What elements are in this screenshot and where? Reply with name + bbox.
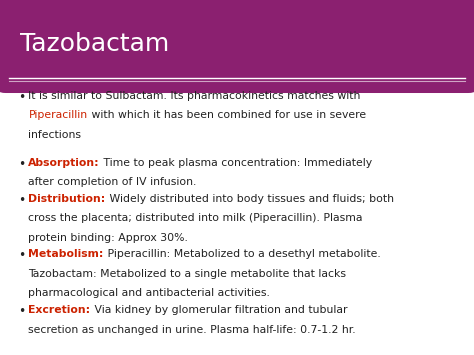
Text: Via kidney by glomerular filtration and tubular: Via kidney by glomerular filtration and … <box>91 305 347 315</box>
Text: •: • <box>18 194 25 207</box>
Text: Tazobactam: Tazobactam <box>20 32 169 56</box>
Text: It is similar to Sulbactam. Its pharmacokinetics matches with: It is similar to Sulbactam. Its pharmaco… <box>28 91 361 100</box>
Text: Piperacillin: Piperacillin <box>28 110 88 120</box>
Text: •: • <box>18 158 25 171</box>
Text: Metabolism:: Metabolism: <box>28 250 104 260</box>
Text: Widely distributed into body tissues and fluids; both: Widely distributed into body tissues and… <box>106 194 394 204</box>
Text: pharmacological and antibacterial activities.: pharmacological and antibacterial activi… <box>28 289 270 299</box>
FancyBboxPatch shape <box>0 0 474 93</box>
Text: with which it has been combined for use in severe: with which it has been combined for use … <box>88 110 365 120</box>
Text: protein binding: Approx 30%.: protein binding: Approx 30%. <box>28 233 188 243</box>
Text: Tazobactam: Metabolized to a single metabolite that lacks: Tazobactam: Metabolized to a single meta… <box>28 269 346 279</box>
Text: •: • <box>18 250 25 262</box>
Text: •: • <box>18 305 25 318</box>
Text: Absorption:: Absorption: <box>28 158 100 168</box>
Text: Excretion:: Excretion: <box>28 305 91 315</box>
Text: •: • <box>18 91 25 104</box>
Text: after completion of IV infusion.: after completion of IV infusion. <box>28 177 197 187</box>
Text: Time to peak plasma concentration: Immediately: Time to peak plasma concentration: Immed… <box>100 158 372 168</box>
Text: infections: infections <box>28 130 82 140</box>
Text: cross the placenta; distributed into milk (Piperacillin). Plasma: cross the placenta; distributed into mil… <box>28 213 363 223</box>
Text: Piperacillin: Metabolized to a desethyl metabolite.: Piperacillin: Metabolized to a desethyl … <box>104 250 381 260</box>
Text: Distribution:: Distribution: <box>28 194 106 204</box>
Text: secretion as unchanged in urine. Plasma half-life: 0.7-1.2 hr.: secretion as unchanged in urine. Plasma … <box>28 324 356 334</box>
Bar <box>6 52 468 84</box>
